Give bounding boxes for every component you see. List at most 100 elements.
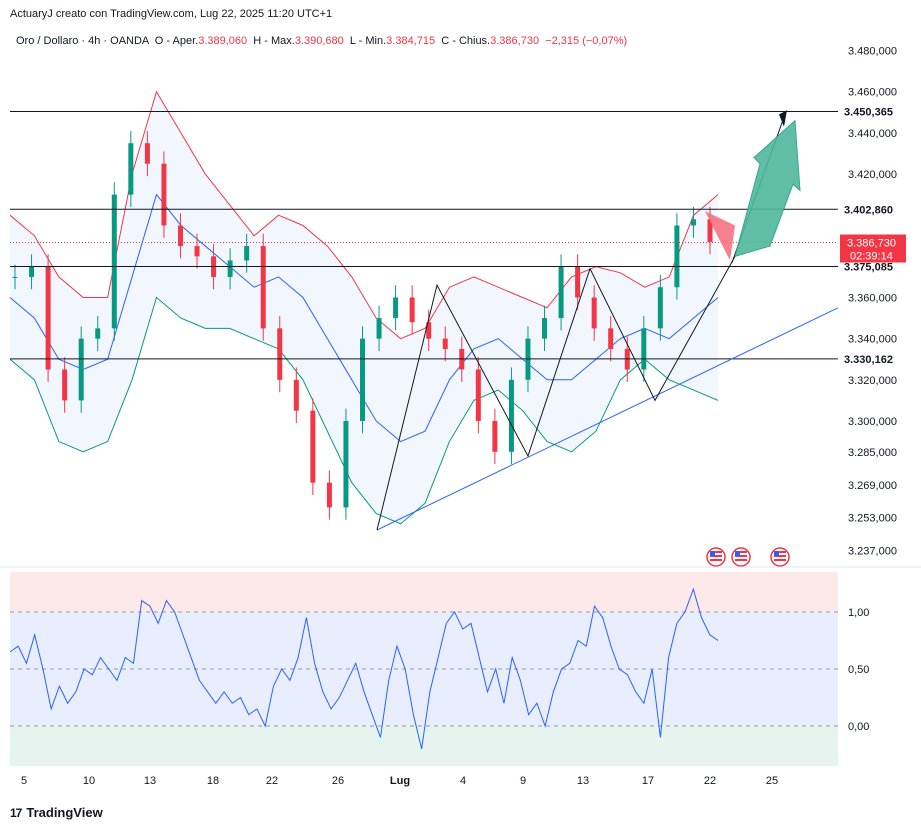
candle-body xyxy=(608,328,614,349)
candle-body xyxy=(442,338,448,349)
candle-body xyxy=(194,246,200,257)
us-event-flag-icon xyxy=(770,547,790,567)
low-value: 3.384,715 xyxy=(386,35,436,47)
us-event-flag-icon xyxy=(731,547,751,567)
candle-body xyxy=(393,297,399,319)
candle-body xyxy=(29,266,35,277)
date-tick-label: 4 xyxy=(460,775,466,787)
last-price-label: 3.386,730 xyxy=(847,237,896,249)
date-tick-label: 25 xyxy=(766,775,778,787)
candle-body xyxy=(360,338,365,421)
candle-body xyxy=(111,194,117,329)
candle-body xyxy=(227,260,233,277)
candle-body xyxy=(575,266,581,298)
price-tick-label: 3.320,000 xyxy=(848,375,897,387)
bollinger-upper-line xyxy=(9,90,719,340)
candle-body xyxy=(244,246,250,261)
close-value: 3.386,730 xyxy=(490,35,540,47)
author-line: ActuaryJ creato con TradingView.com, Lug… xyxy=(10,8,333,20)
candle-body xyxy=(326,482,332,508)
date-tick-label: 13 xyxy=(577,775,589,787)
candle-body xyxy=(12,276,18,278)
candle-body xyxy=(707,219,713,242)
countdown-label: 02:39:14 xyxy=(850,250,893,262)
symbol-legend: Oro / Dollaro · 4h · OANDA O - Aper.3.38… xyxy=(16,35,627,47)
symbol-name[interactable]: Oro / Dollaro · 4h · OANDA xyxy=(16,35,149,47)
price-tick-label: 3.340,000 xyxy=(848,334,897,346)
osc-tick-label: 0,00 xyxy=(848,721,869,733)
price-level-label-bg xyxy=(840,103,906,120)
price-tick-label: 3.285,000 xyxy=(848,447,897,459)
candle-body xyxy=(591,297,597,329)
candle-body xyxy=(558,266,564,319)
tradingview-logo-icon: 17 xyxy=(10,805,22,820)
last-price-badge xyxy=(840,234,906,263)
candle-body xyxy=(161,163,167,226)
brand-name: TradingView xyxy=(26,805,103,820)
neutral-zone xyxy=(10,611,838,727)
price-tick-label: 3.269,000 xyxy=(848,480,897,492)
price-level-label-bg xyxy=(840,201,906,218)
open-value: 3.389,060 xyxy=(198,35,248,47)
price-tick-label: 3.237,000 xyxy=(848,546,897,558)
rising-trendline xyxy=(376,307,839,531)
price-tick-label: 3.360,000 xyxy=(848,293,897,305)
overbought-zone xyxy=(10,572,838,612)
candle-body xyxy=(542,318,548,339)
candle-body xyxy=(293,379,299,411)
osc-tick-label: 1,00 xyxy=(848,607,869,619)
price-level-label: 3.330,162 xyxy=(844,354,893,366)
candle-body xyxy=(310,410,316,483)
candle-body xyxy=(492,420,498,452)
price-tick-label: 3.253,000 xyxy=(848,513,897,525)
open-label: O - Aper. xyxy=(154,35,199,47)
price-level-label-bg xyxy=(840,350,906,367)
candle-body xyxy=(95,328,101,339)
candle-body xyxy=(343,420,349,508)
price-tick-label: 3.440,000 xyxy=(848,128,897,140)
price-level-label: 3.375,085 xyxy=(844,261,893,273)
date-tick-label: 9 xyxy=(520,775,526,787)
price-tick-label: 3.420,000 xyxy=(848,169,897,181)
date-tick-label: 13 xyxy=(144,775,156,787)
candle-body xyxy=(508,379,514,452)
candle-body xyxy=(128,143,134,195)
candle-body xyxy=(260,246,266,329)
price-tick-label: 3.300,000 xyxy=(848,416,897,428)
candle-body xyxy=(690,219,696,226)
date-tick-label: 5 xyxy=(21,775,27,787)
change-value: −2,315 (−0,07%) xyxy=(545,35,628,47)
price-tick-label: 3.460,000 xyxy=(848,87,897,99)
us-event-flag-icon xyxy=(706,547,726,567)
oscillator-line xyxy=(9,587,719,749)
price-level-label: 3.450,365 xyxy=(844,107,893,119)
candle-body xyxy=(277,328,283,380)
candle-body xyxy=(657,287,663,329)
candle-body xyxy=(45,266,51,370)
candle-body xyxy=(376,318,382,339)
candle-body xyxy=(475,369,481,421)
price-tick-label: 3.480,000 xyxy=(848,46,897,58)
candle-body xyxy=(674,225,680,288)
candle-body xyxy=(426,322,432,339)
price-level-label: 3.402,860 xyxy=(844,204,893,216)
candle-body xyxy=(177,225,183,247)
date-tick-label: 17 xyxy=(642,775,654,787)
close-label: C - Chius. xyxy=(441,35,491,47)
bullish-forecast-arrow-icon xyxy=(734,119,801,258)
date-tick-label: 10 xyxy=(83,775,95,787)
zigzag-pattern-line xyxy=(376,256,736,531)
date-tick-label: 22 xyxy=(266,775,278,787)
date-tick-label: 18 xyxy=(207,775,219,787)
bearish-pullback-arrow-icon xyxy=(705,211,735,261)
high-value: 3.390,680 xyxy=(294,35,344,47)
candle-body xyxy=(78,338,84,401)
date-tick-label: Lug xyxy=(390,775,410,787)
projection-arrowhead xyxy=(779,110,787,127)
osc-tick-label: 0,50 xyxy=(848,664,869,676)
tradingview-brand[interactable]: 17 TradingView xyxy=(10,805,103,820)
candle-body xyxy=(62,369,68,401)
candle-body xyxy=(409,297,415,323)
date-tick-label: 26 xyxy=(332,775,344,787)
